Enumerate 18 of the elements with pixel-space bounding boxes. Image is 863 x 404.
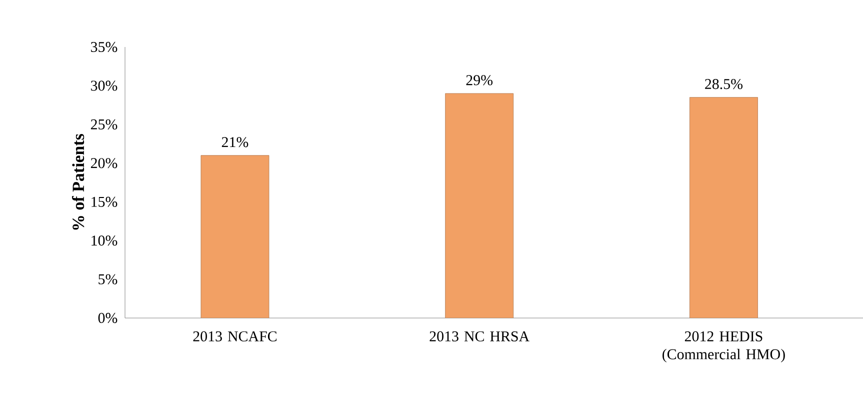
y-tick-label: 5% bbox=[98, 274, 118, 284]
data-label: 29% bbox=[466, 75, 493, 86]
bar bbox=[690, 97, 758, 318]
y-tick-label: 35% bbox=[91, 42, 118, 52]
x-tick-label: 2012 HEDIS (Commercial HMO) bbox=[662, 331, 785, 362]
data-label: 28.5% bbox=[705, 78, 743, 90]
y-axis-title: % of Patients bbox=[72, 134, 84, 230]
y-tick-label: 0% bbox=[98, 312, 118, 324]
bar bbox=[200, 155, 270, 318]
bar bbox=[445, 93, 514, 318]
data-label: 21% bbox=[222, 137, 248, 148]
y-tick-label: 15% bbox=[92, 196, 118, 207]
y-tick-label: 25% bbox=[90, 119, 118, 130]
y-tick-label: 20% bbox=[90, 158, 118, 168]
y-tick-label: 30% bbox=[91, 80, 118, 91]
x-tick-label: 2013 NCAFC bbox=[193, 331, 276, 342]
x-tick-label: 2013 NC HRSA bbox=[430, 331, 530, 342]
y-tick-label: 10% bbox=[92, 236, 118, 246]
